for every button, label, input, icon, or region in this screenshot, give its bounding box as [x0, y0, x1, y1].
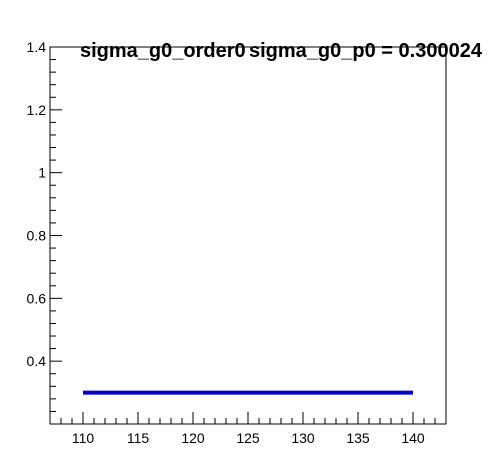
plot-frame	[49, 46, 447, 425]
x-tick-label: 125	[236, 430, 260, 446]
y-tick-label: 1.2	[27, 102, 47, 118]
y-tick-label: 0.8	[27, 228, 47, 244]
x-tick-label: 140	[401, 430, 425, 446]
x-tick-label: 120	[181, 430, 205, 446]
y-axis: 0.4 0.6 0.8 1 1.2 1.4	[27, 39, 62, 425]
chart-title: sigma_g0_order0	[80, 40, 246, 62]
x-tick-label: 135	[346, 430, 370, 446]
y-tick-label: 0.6	[27, 290, 47, 306]
y-tick-label: 0.4	[27, 353, 47, 369]
y-tick-label: 1	[38, 165, 46, 181]
x-axis: 110 115 120 125 130 135 140	[49, 412, 447, 446]
x-tick-label: 110	[72, 430, 95, 446]
fit-annotation: sigma_g0_p0 = 0.300024	[249, 40, 483, 62]
y-tick-label: 1.4	[27, 39, 47, 55]
x-tick-label: 115	[127, 430, 150, 446]
x-tick-label: 130	[291, 430, 315, 446]
